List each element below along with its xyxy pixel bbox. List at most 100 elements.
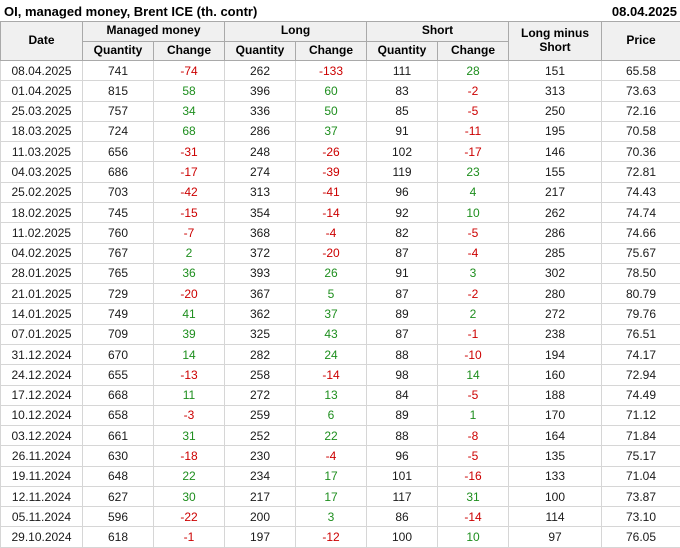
price-cell: 71.12 <box>601 404 680 427</box>
mm-change-cell: 34 <box>153 100 225 122</box>
short-change-cell: -14 <box>437 506 510 528</box>
long-quantity-cell: 282 <box>224 343 296 366</box>
short-quantity-cell: 82 <box>366 222 439 244</box>
long-minus-short-cell: 217 <box>508 181 603 203</box>
date-cell: 04.02.2025 <box>0 242 83 264</box>
mm-change-cell: -13 <box>153 364 225 386</box>
price-cell: 72.16 <box>601 100 680 122</box>
mm-quantity-cell: 686 <box>82 161 154 183</box>
short-change-cell: 31 <box>437 485 510 508</box>
date-cell: 01.04.2025 <box>0 80 83 102</box>
table-header: Date Managed money Long Short Long minus… <box>0 21 680 61</box>
table-row: 26.11.2024 630 -18 230 -4 96 -5 135 75.17 <box>0 445 680 467</box>
table-row: 18.02.2025 745 -15 354 -14 92 10 262 74.74 <box>0 201 680 224</box>
long-change-cell: 26 <box>294 262 368 285</box>
long-quantity-cell: 325 <box>224 323 296 345</box>
price-cell: 71.84 <box>601 425 680 447</box>
price-cell: 72.81 <box>601 161 680 183</box>
col-header-date: Date <box>0 21 83 61</box>
long-quantity-cell: 354 <box>224 201 296 224</box>
long-minus-short-cell: 285 <box>508 242 603 264</box>
short-quantity-cell: 86 <box>366 506 439 528</box>
long-minus-short-cell: 262 <box>508 201 603 224</box>
mm-change-cell: -31 <box>153 141 225 163</box>
price-cell: 73.63 <box>601 80 680 102</box>
table-row: 08.04.2025 741 -74 262 -133 111 28 151 65.58 <box>0 59 680 82</box>
table-row: 17.12.2024 668 11 272 13 84 -5 188 74.49 <box>0 384 680 406</box>
long-change-cell: 50 <box>294 100 368 122</box>
long-quantity-cell: 362 <box>224 303 296 325</box>
table-row: 25.02.2025 703 -42 313 -41 96 4 217 74.43 <box>0 181 680 203</box>
table-row: 25.03.2025 757 34 336 50 85 -5 250 72.16 <box>0 100 680 122</box>
short-quantity-cell: 111 <box>366 59 439 82</box>
long-quantity-cell: 200 <box>224 506 296 528</box>
long-quantity-cell: 259 <box>224 404 296 427</box>
col-header-short-quantity: Quantity <box>366 40 439 61</box>
report-title: OI, managed money, Brent ICE (th. contr) <box>4 3 258 19</box>
long-quantity-cell: 272 <box>224 384 296 406</box>
long-minus-short-cell: 194 <box>508 343 603 366</box>
mm-quantity-cell: 656 <box>82 141 154 163</box>
date-cell: 14.01.2025 <box>0 303 83 325</box>
table-row: 21.01.2025 729 -20 367 5 87 -2 280 80.79 <box>0 283 680 305</box>
mm-quantity-cell: 741 <box>82 59 154 82</box>
short-change-cell: 14 <box>437 364 510 386</box>
date-cell: 18.02.2025 <box>0 201 83 224</box>
date-cell: 25.03.2025 <box>0 100 83 122</box>
mm-change-cell: 68 <box>153 120 225 143</box>
long-quantity-cell: 286 <box>224 120 296 143</box>
price-cell: 76.05 <box>601 526 680 548</box>
table-row: 31.12.2024 670 14 282 24 88 -10 194 74.17 <box>0 343 680 366</box>
table-row: 24.12.2024 655 -13 258 -14 98 14 160 72.94 <box>0 364 680 386</box>
short-change-cell: 4 <box>437 181 510 203</box>
short-change-cell: -8 <box>437 425 510 447</box>
date-cell: 07.01.2025 <box>0 323 83 345</box>
mm-change-cell: -15 <box>153 201 225 224</box>
short-quantity-cell: 88 <box>366 343 439 366</box>
long-minus-short-cell: 133 <box>508 465 603 487</box>
header-row-groups: Date Managed money Long Short Long minus… <box>0 21 680 61</box>
mm-quantity-cell: 627 <box>82 485 154 508</box>
long-minus-short-cell: 170 <box>508 404 603 427</box>
date-cell: 11.03.2025 <box>0 141 83 163</box>
price-cell: 74.66 <box>601 222 680 244</box>
price-cell: 74.17 <box>601 343 680 366</box>
mm-change-cell: 11 <box>153 384 225 406</box>
date-cell: 19.11.2024 <box>0 465 83 487</box>
long-quantity-cell: 234 <box>224 465 296 487</box>
long-quantity-cell: 230 <box>224 445 296 467</box>
long-quantity-cell: 367 <box>224 283 296 305</box>
long-minus-short-cell: 135 <box>508 445 603 467</box>
col-header-mm-quantity: Quantity <box>82 40 154 61</box>
short-quantity-cell: 119 <box>366 161 439 183</box>
price-cell: 80.79 <box>601 283 680 305</box>
mm-change-cell: -20 <box>153 283 225 305</box>
long-change-cell: -4 <box>294 222 368 244</box>
short-quantity-cell: 92 <box>366 201 439 224</box>
long-minus-short-cell: 272 <box>508 303 603 325</box>
short-change-cell: -5 <box>437 222 510 244</box>
long-minus-short-cell: 313 <box>508 80 603 102</box>
short-quantity-cell: 87 <box>366 283 439 305</box>
mm-change-cell: -18 <box>153 445 225 467</box>
long-quantity-cell: 258 <box>224 364 296 386</box>
table-row: 03.12.2024 661 31 252 22 88 -8 164 71.84 <box>0 425 680 447</box>
short-change-cell: 28 <box>437 59 510 82</box>
mm-quantity-cell: 648 <box>82 465 154 487</box>
long-change-cell: -20 <box>294 242 368 264</box>
oi-table: Date Managed money Long Short Long minus… <box>0 21 680 548</box>
mm-quantity-cell: 729 <box>82 283 154 305</box>
short-change-cell: -17 <box>437 141 510 163</box>
date-cell: 12.11.2024 <box>0 485 83 508</box>
mm-change-cell: 14 <box>153 343 225 366</box>
long-change-cell: -14 <box>294 201 368 224</box>
short-quantity-cell: 98 <box>366 364 439 386</box>
short-quantity-cell: 102 <box>366 141 439 163</box>
mm-change-cell: 30 <box>153 485 225 508</box>
short-quantity-cell: 85 <box>366 100 439 122</box>
mm-quantity-cell: 670 <box>82 343 154 366</box>
long-change-cell: 37 <box>294 120 368 143</box>
long-change-cell: -133 <box>294 59 368 82</box>
long-minus-short-cell: 97 <box>508 526 603 548</box>
